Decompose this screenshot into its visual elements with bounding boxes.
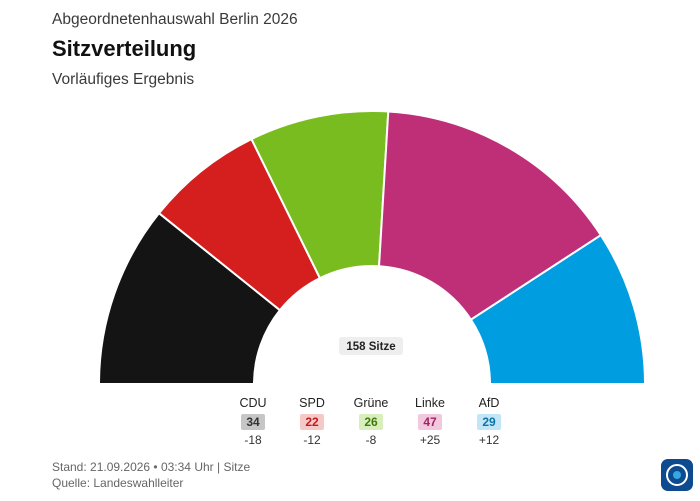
seat-arcs xyxy=(97,110,647,385)
legend-item-cdu: CDU 34 -18 xyxy=(223,395,283,448)
chart-title: Sitzverteilung xyxy=(52,36,197,61)
legend-seat-change: +25 xyxy=(419,433,441,447)
legend-item-afd: AfD 29 +12 xyxy=(459,395,519,448)
legend-seat-change: -8 xyxy=(365,433,377,447)
seat-arc-linke xyxy=(377,110,603,322)
legend-seat-change: +12 xyxy=(478,433,500,447)
seat-distribution-chart: 158 Sitze xyxy=(97,110,647,385)
legend-seat-change: -12 xyxy=(303,433,321,447)
chart-subtitle: Vorläufiges Ergebnis xyxy=(52,71,195,88)
legend-seat-change: -18 xyxy=(244,433,262,447)
total-badge: 158 Sitze xyxy=(339,337,403,355)
seat-arc-cdu xyxy=(97,211,282,385)
legend-seat-count: 47 xyxy=(418,414,442,430)
legend-party-name: AfD xyxy=(478,396,500,410)
chart-kicker: Abgeordnetenhauswahl Berlin 2026 xyxy=(52,11,298,28)
seat-arc-afd xyxy=(469,233,647,385)
legend-party-name: Grüne xyxy=(353,396,389,410)
legend-item-grüne: Grüne 26 -8 xyxy=(341,395,401,448)
footer-stand: Stand: 21.09.2026 • 03:34 Uhr | Sitze xyxy=(52,460,251,474)
legend-item-linke: Linke 47 +25 xyxy=(400,395,460,448)
legend-item-spd: SPD 22 -12 xyxy=(282,395,342,448)
legend-party-name: SPD xyxy=(299,396,325,410)
legend-seat-count: 34 xyxy=(241,414,265,430)
legend-seat-count: 22 xyxy=(300,414,324,430)
tagesschau-logo-icon xyxy=(661,459,693,491)
legend-party-name: Linke xyxy=(415,396,445,410)
footer-source: Quelle: Landeswahlleiter xyxy=(52,476,184,490)
legend-seat-count: 26 xyxy=(359,414,383,430)
total-seats-label: 158 Sitze xyxy=(346,341,395,353)
party-legend: CDU 34 -18 SPD 22 -12 Grüne 26 -8 Linke 47 +25 AfD 29… xyxy=(0,395,700,450)
legend-seat-count: 29 xyxy=(477,414,501,430)
legend-party-name: CDU xyxy=(239,396,267,410)
